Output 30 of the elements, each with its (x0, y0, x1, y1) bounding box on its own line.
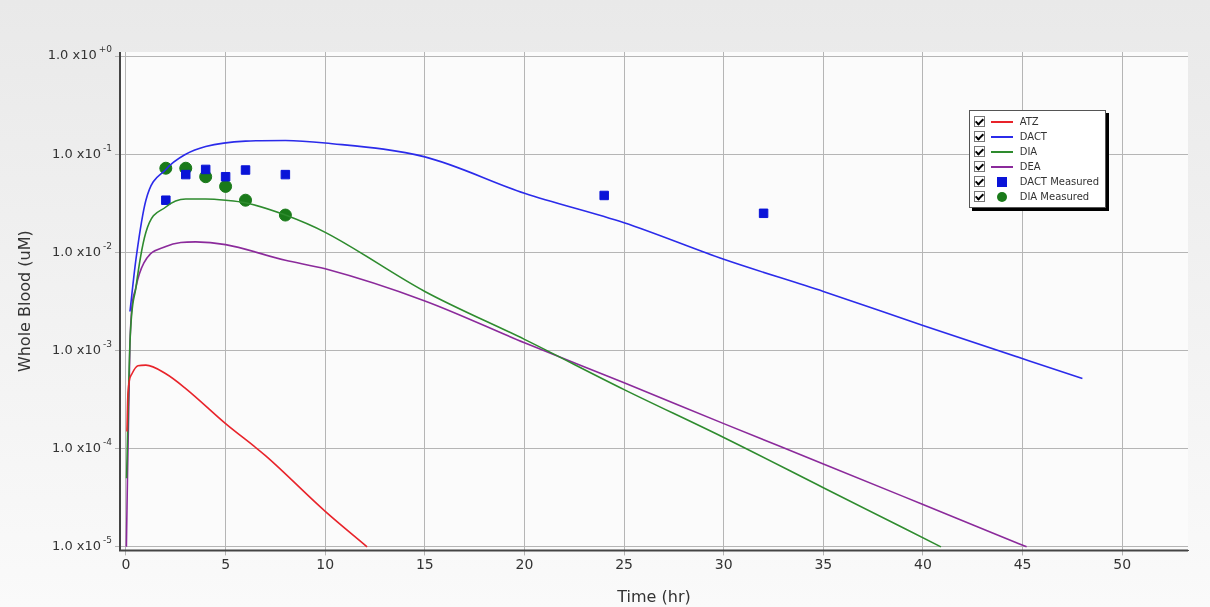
x-tick-label: 20 (515, 556, 534, 573)
x-tick-label: 5 (221, 556, 231, 573)
line-series (125, 241, 1028, 548)
x-tick-label: 45 (1013, 556, 1032, 573)
point (220, 171, 231, 182)
x-tick-label: 30 (714, 556, 733, 573)
y-axis-title: Whole Blood (uM) (15, 230, 35, 373)
x-tick-label: 50 (1113, 556, 1132, 573)
point (181, 169, 191, 180)
line-series (126, 364, 368, 548)
legend-label: ATZ (1019, 116, 1039, 127)
x-tick-label: 35 (814, 556, 833, 573)
point (219, 179, 233, 193)
legend-label: DIA (1019, 146, 1038, 157)
x-axis-title: Time (hr) (616, 586, 691, 606)
point (161, 195, 171, 205)
point (599, 190, 609, 201)
x-tick-label: 15 (415, 556, 434, 573)
x-tick-label: 0 (121, 556, 131, 573)
point (758, 208, 769, 219)
point (240, 165, 251, 175)
legend-label: DACT (1019, 131, 1047, 142)
legend-label: DEA (1019, 161, 1041, 172)
x-tick-label: 40 (914, 556, 932, 573)
point (280, 169, 291, 180)
point (200, 164, 211, 175)
x-tick-label: 10 (316, 556, 335, 573)
legend-label: DACT Measured (1019, 176, 1099, 187)
x-tick-label: 25 (615, 556, 634, 573)
legend-label: DIA Measured (1019, 191, 1090, 202)
